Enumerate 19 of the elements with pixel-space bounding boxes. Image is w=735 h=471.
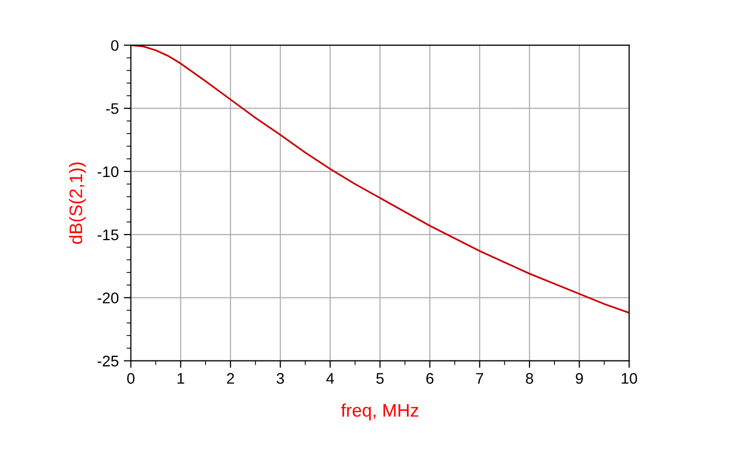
y-tick-label: -10 xyxy=(98,166,118,178)
x-tick-label: 0 xyxy=(127,372,134,384)
x-tick-label: 9 xyxy=(576,372,583,384)
y-tick-label: 0 xyxy=(111,40,118,51)
x-tick-label: 6 xyxy=(426,372,434,384)
y-axis-title: dB(S(2,1)) xyxy=(69,162,86,244)
x-tick-label: 10 xyxy=(622,372,638,384)
x-tick-label: 7 xyxy=(476,373,484,384)
x-tick-label: 8 xyxy=(526,372,534,384)
x-axis-title: freq, MHz xyxy=(341,404,418,420)
x-tick-label: 3 xyxy=(276,372,284,384)
x-tick-label: 1 xyxy=(178,373,184,384)
y-tick-label: -15 xyxy=(98,230,118,240)
y-tick-label: -20 xyxy=(98,292,118,304)
x-tick-label: 4 xyxy=(326,373,334,384)
x-tick-label: 5 xyxy=(376,373,384,384)
y-tick-label: -25 xyxy=(98,356,118,366)
y-tick-label: -5 xyxy=(106,103,118,114)
x-tick-label: 2 xyxy=(227,372,234,384)
